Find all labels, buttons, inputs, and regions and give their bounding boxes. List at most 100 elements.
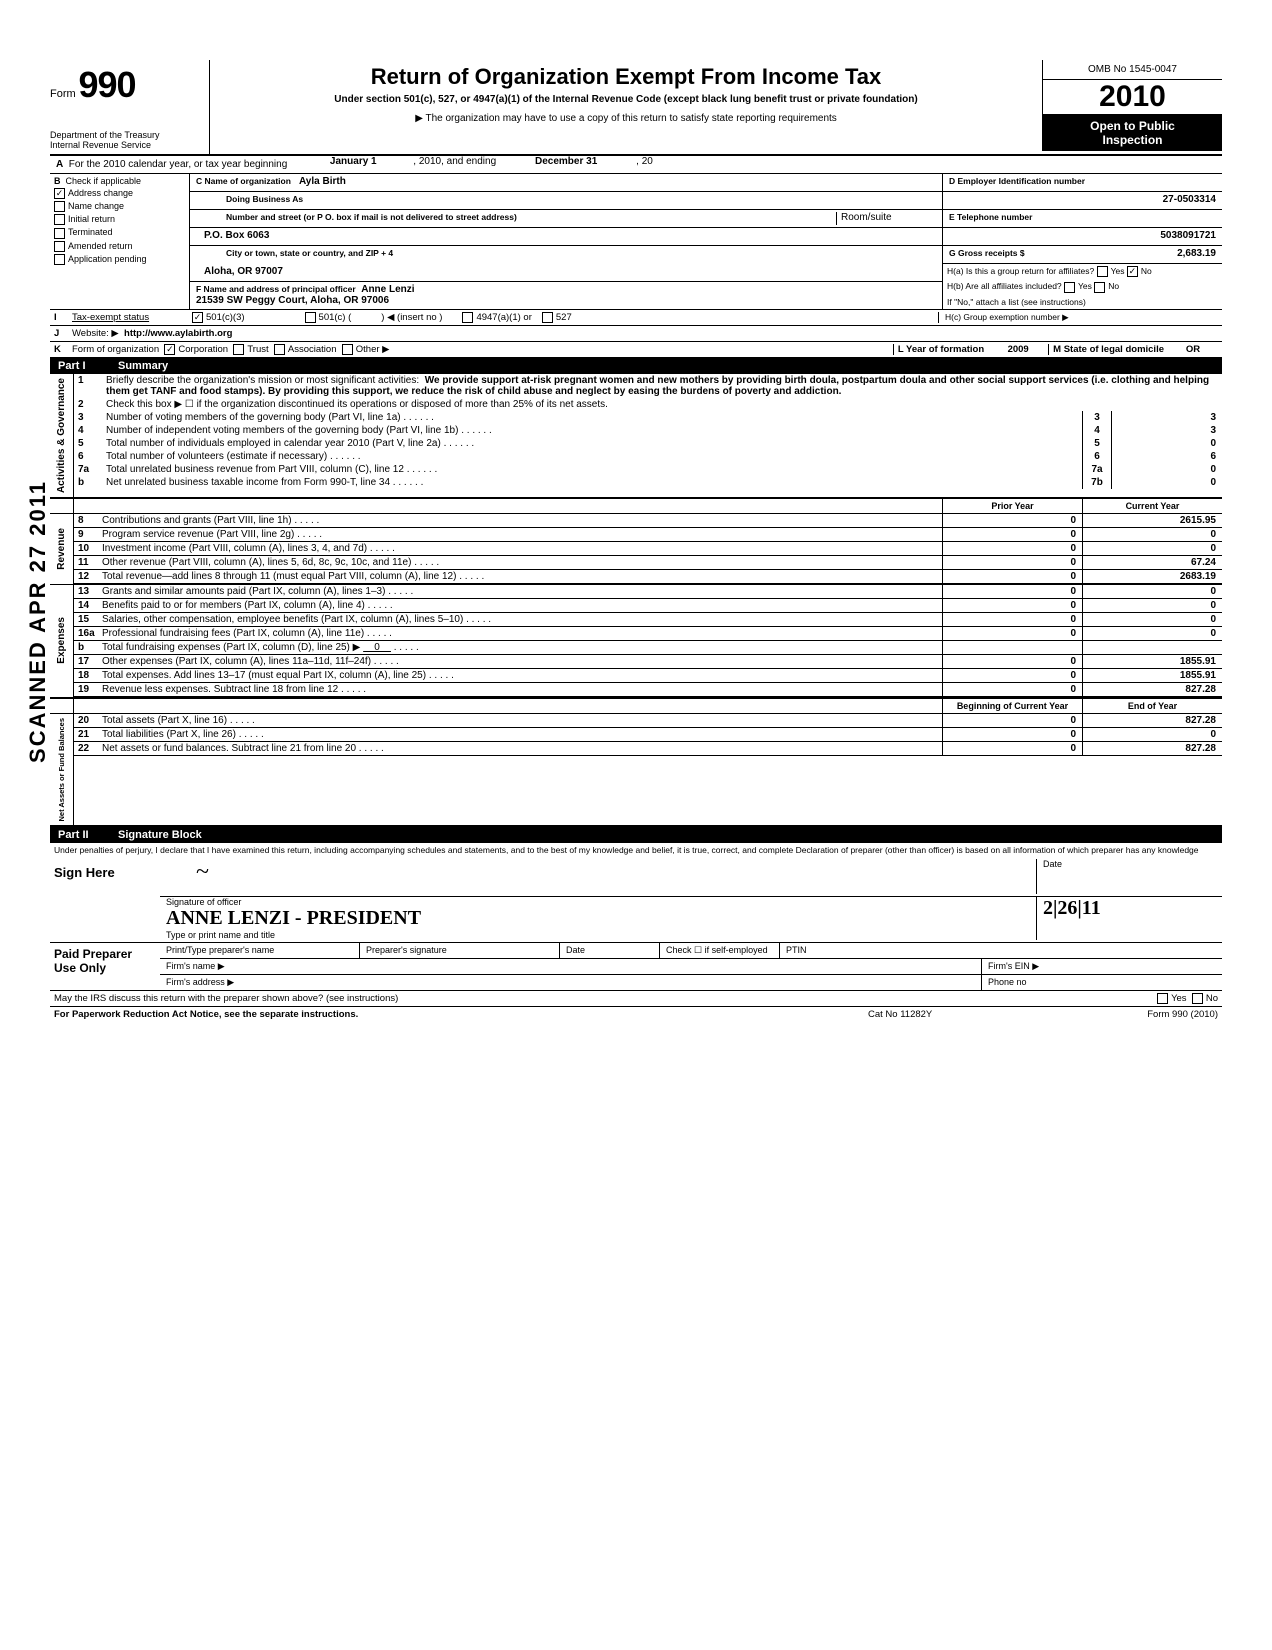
checkbox-hb-no[interactable] <box>1094 282 1105 293</box>
checkbox-initial-return[interactable] <box>54 214 65 225</box>
activities-num: 3 <box>78 412 106 423</box>
activities-val: 0 <box>1112 476 1222 489</box>
line-text: Professional fundraising fees (Part IX, … <box>102 627 942 640</box>
line-j-letter: J <box>54 328 72 339</box>
line-k-letter: K <box>54 344 72 355</box>
col-b-letter: B <box>54 176 61 186</box>
activities-val: 3 <box>1112 411 1222 424</box>
line-text: Investment income (Part VIII, column (A)… <box>102 542 942 555</box>
label-name-change: Name change <box>68 201 124 211</box>
activities-box: 6 <box>1082 450 1112 463</box>
line-current: 0 <box>1082 728 1222 741</box>
street-label: Number and street (or P O. box if mail i… <box>196 212 836 225</box>
m-label: M State of legal domicile <box>1053 344 1164 355</box>
line2-text: Check this box ▶ ☐ if the organization d… <box>106 399 1218 410</box>
revenue-lines-line-8: 8 Contributions and grants (Part VIII, l… <box>74 514 1222 528</box>
phone-label: E Telephone number <box>949 212 1032 222</box>
dept-irs: Internal Revenue Service <box>50 140 201 150</box>
checkbox-address-change[interactable] <box>54 188 65 199</box>
section-bcd: B Check if applicable Address change Nam… <box>50 174 1222 310</box>
netassets-header: Beginning of Current Year End of Year <box>50 698 1222 714</box>
checkbox-other[interactable] <box>342 344 353 355</box>
footer-line: For Paperwork Reduction Act Notice, see … <box>50 1007 1222 1022</box>
line-current: 1855.91 <box>1082 669 1222 682</box>
line-a-letter: A <box>56 159 63 170</box>
checkbox-corporation[interactable] <box>164 344 175 355</box>
opt-4947: 4947(a)(1) or <box>476 312 531 323</box>
preparer-left-label: Paid Preparer Use Only <box>50 943 160 990</box>
firm-name-label: Firm's name ▶ <box>160 959 982 974</box>
checkbox-discuss-yes[interactable] <box>1157 993 1168 1004</box>
form-subtitle: Under section 501(c), 527, or 4947(a)(1)… <box>218 94 1034 105</box>
label-terminated: Terminated <box>68 227 113 237</box>
line-num: 8 <box>74 514 102 527</box>
line-a-text1: For the 2010 calendar year, or tax year … <box>69 159 287 170</box>
discuss-text: May the IRS discuss this return with the… <box>54 993 398 1004</box>
part-ii-title: Signature Block <box>118 829 202 841</box>
activities-val: 0 <box>1112 463 1222 476</box>
line-text: Total expenses. Add lines 13–17 (must eq… <box>102 669 942 682</box>
revenue-lines-line-10: 10 Investment income (Part VIII, column … <box>74 542 1222 556</box>
prep-name-label: Print/Type preparer's name <box>160 943 360 958</box>
line-num: 13 <box>74 585 102 598</box>
line-current: 0 <box>1082 627 1222 640</box>
ha-yes: Yes <box>1111 266 1125 276</box>
revenue-header: Prior Year Current Year <box>50 498 1222 514</box>
checkbox-501c[interactable] <box>305 312 316 323</box>
open-public-2: Inspection <box>1047 133 1218 147</box>
line-current: 0 <box>1082 599 1222 612</box>
prep-sig-label: Preparer's signature <box>360 943 560 958</box>
line-text: Net assets or fund balances. Subtract li… <box>102 742 942 755</box>
checkbox-terminated[interactable] <box>54 228 65 239</box>
line-num: b <box>74 641 102 654</box>
discuss-line: May the IRS discuss this return with the… <box>50 991 1222 1007</box>
line-prior: 0 <box>942 613 1082 626</box>
expenses-lines-line-15: 15 Salaries, other compensation, employe… <box>74 613 1222 627</box>
checkbox-4947[interactable] <box>462 312 473 323</box>
scanned-stamp: SCANNED APR 27 2011 <box>25 480 51 763</box>
checkbox-discuss-no[interactable] <box>1192 993 1203 1004</box>
line-num: 19 <box>74 683 102 696</box>
sign-here-row: Sign Here ~ Date Signature of officer AN… <box>50 857 1222 943</box>
checkbox-hb-yes[interactable] <box>1064 282 1075 293</box>
line-num: 14 <box>74 599 102 612</box>
line-prior: 0 <box>942 683 1082 696</box>
part-i-num: Part I <box>58 360 118 372</box>
line-prior <box>942 641 1082 654</box>
line-current: 827.28 <box>1082 714 1222 727</box>
prep-date-label: Date <box>560 943 660 958</box>
date-label-1: Date <box>1043 859 1062 869</box>
street-value: P.O. Box 6063 <box>196 230 269 241</box>
end-year-header: End of Year <box>1082 699 1222 713</box>
checkbox-amended[interactable] <box>54 241 65 252</box>
expenses-lines-line-14: 14 Benefits paid to or for members (Part… <box>74 599 1222 613</box>
expenses-lines-line-b: b Total fundraising expenses (Part IX, c… <box>74 641 1222 655</box>
line-k: K Form of organization Corporation Trust… <box>50 342 1222 358</box>
netassets-lines-line-20: 20 Total assets (Part X, line 16) . . . … <box>74 714 1222 728</box>
checkbox-527[interactable] <box>542 312 553 323</box>
revenue-lines-line-12: 12 Total revenue—add lines 8 through 11 … <box>74 570 1222 584</box>
expenses-lines-line-17: 17 Other expenses (Part IX, column (A), … <box>74 655 1222 669</box>
checkbox-pending[interactable] <box>54 254 65 265</box>
expenses-lines-line-16a: 16a Professional fundraising fees (Part … <box>74 627 1222 641</box>
checkbox-association[interactable] <box>274 344 285 355</box>
line-text: Total revenue—add lines 8 through 11 (mu… <box>102 570 942 583</box>
checkbox-ha-yes[interactable] <box>1097 266 1108 277</box>
line-a-begin: January 1 <box>293 156 413 173</box>
checkbox-501c3[interactable] <box>192 312 203 323</box>
name-type-label: Type or print name and title <box>166 930 1036 940</box>
checkbox-trust[interactable] <box>233 344 244 355</box>
ha-no: No <box>1141 266 1152 276</box>
line-prior: 0 <box>942 728 1082 741</box>
activities-val: 0 <box>1112 437 1222 450</box>
gross-value: 2,683.19 <box>1177 248 1216 259</box>
line-i: I Tax-exempt status 501(c)(3) 501(c) ( )… <box>50 310 1222 326</box>
checkbox-name-change[interactable] <box>54 201 65 212</box>
m-value: OR <box>1186 344 1200 355</box>
part-ii-num: Part II <box>58 829 118 841</box>
dept-treasury: Department of the Treasury <box>50 130 201 140</box>
revenue-lines-line-9: 9 Program service revenue (Part VIII, li… <box>74 528 1222 542</box>
firm-ein-label: Firm's EIN ▶ <box>982 959 1222 974</box>
checkbox-ha-no[interactable] <box>1127 266 1138 277</box>
netassets-section: Net Assets or Fund Balances 20 Total ass… <box>50 714 1222 828</box>
